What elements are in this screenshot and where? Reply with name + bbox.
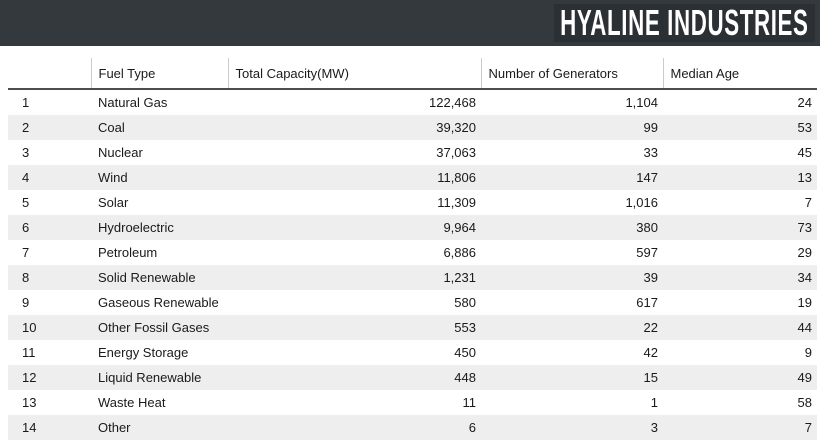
row-index-cell: 2 — [22, 120, 30, 135]
generators-cell: 33 — [643, 145, 658, 160]
median-age-cell: 44 — [797, 320, 812, 335]
median-age-cell: 24 — [797, 95, 812, 110]
median-age-cell: 49 — [797, 370, 812, 385]
row-index-cell: 13 — [22, 395, 37, 410]
table-row: 8 Solid Renewable 1,231 39 34 — [8, 265, 817, 290]
median-age-cell: 34 — [797, 270, 812, 285]
total-capacity-cell: 9,964 — [443, 220, 476, 235]
row-index-cell: 8 — [22, 270, 30, 285]
generators-cell: 380 — [636, 220, 658, 235]
brand-name: HYALINE INDUSTRIES — [560, 2, 809, 43]
row-index-cell: 3 — [22, 145, 30, 160]
generators-cell: 1,104 — [625, 95, 658, 110]
fuel-type-cell: Natural Gas — [98, 95, 168, 110]
table-row: 14 Other 6 3 7 — [8, 415, 817, 440]
generators-cell: 597 — [636, 245, 658, 260]
table-row: 2 Coal 39,320 99 53 — [8, 115, 817, 140]
median-age-cell: 7 — [804, 195, 812, 210]
table-row: 12 Liquid Renewable 448 15 49 — [8, 365, 817, 390]
median-age-cell: 19 — [797, 295, 812, 310]
row-index-cell: 4 — [22, 170, 30, 185]
total-capacity-cell: 37,063 — [436, 145, 476, 160]
generators-cell: 39 — [643, 270, 658, 285]
fuel-type-cell: Petroleum — [98, 245, 158, 260]
table-row: 11 Energy Storage 450 42 9 — [8, 340, 817, 365]
generators-cell: 22 — [643, 320, 658, 335]
row-index-cell: 11 — [22, 345, 36, 360]
fuel-type-cell: Nuclear — [98, 145, 143, 160]
table-row: 6 Hydroelectric 9,964 380 73 — [8, 215, 817, 240]
generators-cell: 147 — [636, 170, 658, 185]
table-row: 10 Other Fossil Gases 553 22 44 — [8, 315, 817, 340]
generators-cell: 1,016 — [625, 195, 658, 210]
generators-cell: 15 — [643, 370, 658, 385]
generators-cell: 99 — [643, 120, 658, 135]
col-header-fuel-type: Fuel Type — [90, 58, 228, 89]
total-capacity-cell: 448 — [454, 370, 476, 385]
fuel-type-cell: Other Fossil Gases — [98, 320, 210, 335]
total-capacity-cell: 6,886 — [443, 245, 476, 260]
table-row: 1 Natural Gas 122,468 1,104 24 — [8, 89, 817, 115]
table-row: 7 Petroleum 6,886 597 29 — [8, 240, 817, 265]
table-header-row: Fuel Type Total Capacity(MW) Number of G… — [8, 58, 817, 89]
total-capacity-cell: 11,309 — [437, 195, 476, 210]
median-age-cell: 45 — [797, 145, 812, 160]
fuel-type-cell: Waste Heat — [98, 395, 166, 410]
fuel-type-cell: Coal — [98, 120, 125, 135]
total-capacity-cell: 11 — [462, 395, 477, 410]
total-capacity-cell: 122,468 — [429, 95, 476, 110]
total-capacity-cell: 39,320 — [436, 120, 476, 135]
col-header-number-of-generators: Number of Generators — [480, 58, 663, 89]
col-header-median-age: Median Age — [662, 58, 817, 89]
table-row: 4 Wind 11,806 147 13 — [8, 165, 817, 190]
top-bar: HYALINE INDUSTRIES — [0, 0, 820, 46]
total-capacity-cell: 580 — [454, 295, 476, 310]
table-row: 9 Gaseous Renewable 580 617 19 — [8, 290, 817, 315]
total-capacity-cell: 1,231 — [443, 270, 476, 285]
row-index-cell: 5 — [22, 195, 30, 210]
total-capacity-cell: 11,806 — [437, 170, 476, 185]
median-age-cell: 9 — [804, 345, 812, 360]
median-age-cell: 53 — [797, 120, 812, 135]
fuel-type-cell: Other — [98, 420, 131, 435]
col-header-index — [8, 58, 91, 89]
median-age-cell: 73 — [797, 220, 812, 235]
median-age-cell: 7 — [804, 420, 812, 435]
median-age-cell: 29 — [797, 245, 812, 260]
table-row: 5 Solar 11,309 1,016 7 — [8, 190, 817, 215]
total-capacity-cell: 6 — [468, 420, 476, 435]
row-index-cell: 9 — [22, 295, 30, 310]
table-row: 3 Nuclear 37,063 33 45 — [8, 140, 817, 165]
total-capacity-cell: 450 — [454, 345, 476, 360]
generators-cell: 1 — [650, 395, 658, 410]
fuel-data-table: Fuel Type Total Capacity(MW) Number of G… — [8, 58, 817, 440]
row-index-cell: 7 — [22, 245, 30, 260]
fuel-type-cell: Solar — [98, 195, 129, 210]
table-body: 1 Natural Gas 122,468 1,104 24 2 Coal 39,320 99 5… — [8, 89, 817, 440]
median-age-cell: 13 — [797, 170, 812, 185]
generators-cell: 617 — [636, 295, 658, 310]
row-index-cell: 12 — [22, 370, 37, 385]
total-capacity-cell: 553 — [454, 320, 476, 335]
generators-cell: 42 — [643, 345, 658, 360]
table-row: 13 Waste Heat 11 1 58 — [8, 390, 817, 415]
col-header-total-capacity: Total Capacity(MW) — [227, 58, 481, 89]
brand-logo: HYALINE INDUSTRIES — [554, 4, 815, 42]
row-index-cell: 1 — [22, 95, 30, 110]
median-age-cell: 58 — [797, 395, 812, 410]
fuel-type-cell: Hydroelectric — [98, 220, 174, 235]
row-index-cell: 10 — [22, 320, 37, 335]
fuel-type-cell: Wind — [98, 170, 128, 185]
generators-cell: 3 — [650, 420, 658, 435]
fuel-type-cell: Solid Renewable — [98, 270, 196, 285]
fuel-type-cell: Gaseous Renewable — [98, 295, 219, 310]
fuel-type-cell: Energy Storage — [98, 345, 189, 360]
fuel-type-cell: Liquid Renewable — [98, 370, 202, 385]
row-index-cell: 6 — [22, 220, 30, 235]
table-header: Fuel Type Total Capacity(MW) Number of G… — [8, 58, 817, 89]
row-index-cell: 14 — [22, 420, 37, 435]
